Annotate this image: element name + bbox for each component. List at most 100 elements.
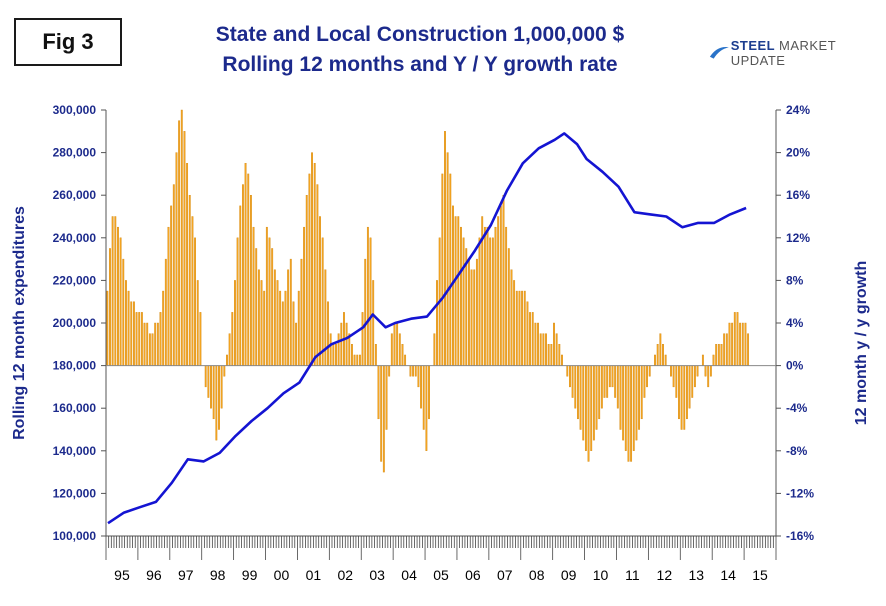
swoosh-icon xyxy=(709,47,729,59)
growth-bar xyxy=(247,173,250,366)
x-tick-label: 13 xyxy=(688,567,704,583)
growth-bar xyxy=(337,333,340,366)
growth-bar xyxy=(454,216,457,366)
x-tick-label: 03 xyxy=(369,567,385,583)
growth-bar xyxy=(550,344,553,366)
growth-bar xyxy=(159,312,162,366)
growth-bar xyxy=(146,322,149,366)
growth-bar xyxy=(388,365,391,377)
growth-bar xyxy=(622,365,625,441)
growth-bar xyxy=(598,365,601,420)
x-tick-label: 10 xyxy=(593,567,609,583)
growth-bar xyxy=(491,237,494,366)
growth-bar xyxy=(558,344,561,366)
growth-bar xyxy=(701,354,704,366)
growth-bar xyxy=(260,280,263,366)
growth-bar xyxy=(268,237,271,366)
growth-bar xyxy=(576,365,579,420)
growth-bar xyxy=(417,365,420,388)
expenditure-line xyxy=(107,132,747,525)
growth-bar xyxy=(172,184,175,366)
x-tick-label: 15 xyxy=(752,567,768,583)
growth-bar xyxy=(547,344,550,366)
growth-bar xyxy=(648,365,651,377)
left-tick-label: 120,000 xyxy=(53,486,97,500)
growth-bar xyxy=(521,290,524,366)
growth-bar xyxy=(744,322,747,366)
growth-bar xyxy=(385,365,388,430)
x-tick-label: 98 xyxy=(210,567,226,583)
growth-bar xyxy=(241,184,244,366)
left-tick-label: 180,000 xyxy=(53,359,97,373)
growth-bar xyxy=(335,344,337,366)
growth-bar xyxy=(132,301,135,366)
growth-bar xyxy=(311,152,313,366)
growth-bar xyxy=(263,290,266,366)
growth-bar xyxy=(678,365,680,420)
left-tick-label: 140,000 xyxy=(53,444,97,458)
growth-bar xyxy=(319,216,321,366)
growth-bar xyxy=(252,226,255,366)
right-tick-label: -12% xyxy=(786,486,814,500)
growth-bar xyxy=(127,290,130,366)
growth-bar xyxy=(686,365,688,420)
growth-bar xyxy=(529,312,531,366)
steel-market-update-logo: STEEL MARKET UPDATE xyxy=(708,38,886,68)
growth-bar xyxy=(204,365,207,388)
chart-subtitle: Rolling 12 months and Y / Y growth rate xyxy=(222,53,618,76)
growth-bar xyxy=(409,365,412,377)
growth-bar xyxy=(321,237,324,366)
x-tick-label: 00 xyxy=(274,567,290,583)
growth-bar xyxy=(398,333,401,366)
growth-bar xyxy=(186,163,189,366)
growth-bar xyxy=(106,290,109,366)
x-tick-label: 95 xyxy=(114,567,130,583)
growth-bar xyxy=(478,237,481,366)
growth-bar xyxy=(231,312,234,366)
right-tick-label: -8% xyxy=(786,444,808,458)
growth-bar xyxy=(353,354,356,366)
growth-bar xyxy=(592,365,595,441)
growth-bar xyxy=(364,258,367,366)
logo-brand: STEEL xyxy=(730,38,775,53)
growth-bar xyxy=(635,365,638,441)
growth-bar xyxy=(289,258,292,366)
growth-bar xyxy=(313,163,316,366)
growth-bar xyxy=(279,290,282,366)
growth-bar xyxy=(212,365,215,420)
growth-bar xyxy=(109,248,111,366)
growth-bar xyxy=(199,312,202,366)
growth-bar xyxy=(733,312,736,366)
right-tick-label: 20% xyxy=(786,146,810,160)
growth-bar xyxy=(707,365,710,388)
growth-bar xyxy=(680,365,683,430)
growth-bar xyxy=(223,365,226,377)
growth-bar xyxy=(446,152,449,366)
x-tick-label: 97 xyxy=(178,567,194,583)
growth-bar xyxy=(510,269,513,366)
growth-bar xyxy=(741,322,744,366)
growth-bar xyxy=(255,248,258,366)
right-tick-label: 12% xyxy=(786,231,810,245)
growth-bar xyxy=(276,280,279,366)
growth-bar xyxy=(688,365,691,409)
growth-bar xyxy=(611,365,614,388)
growth-bar xyxy=(574,365,577,409)
growth-bar xyxy=(351,344,353,366)
growth-bar xyxy=(361,312,364,366)
growth-bar xyxy=(717,344,720,366)
growth-bar xyxy=(175,152,178,366)
growth-bar xyxy=(571,365,574,398)
growth-bar xyxy=(534,322,537,366)
growth-bar xyxy=(627,365,630,462)
growth-bar xyxy=(709,365,712,377)
growth-bar xyxy=(505,226,508,366)
growth-bar xyxy=(433,333,436,366)
growth-bar xyxy=(693,365,696,388)
growth-bar xyxy=(265,226,268,366)
growth-bar xyxy=(470,269,473,366)
growth-bar xyxy=(486,226,489,366)
growth-bar xyxy=(196,280,199,366)
growth-bar xyxy=(210,365,212,409)
